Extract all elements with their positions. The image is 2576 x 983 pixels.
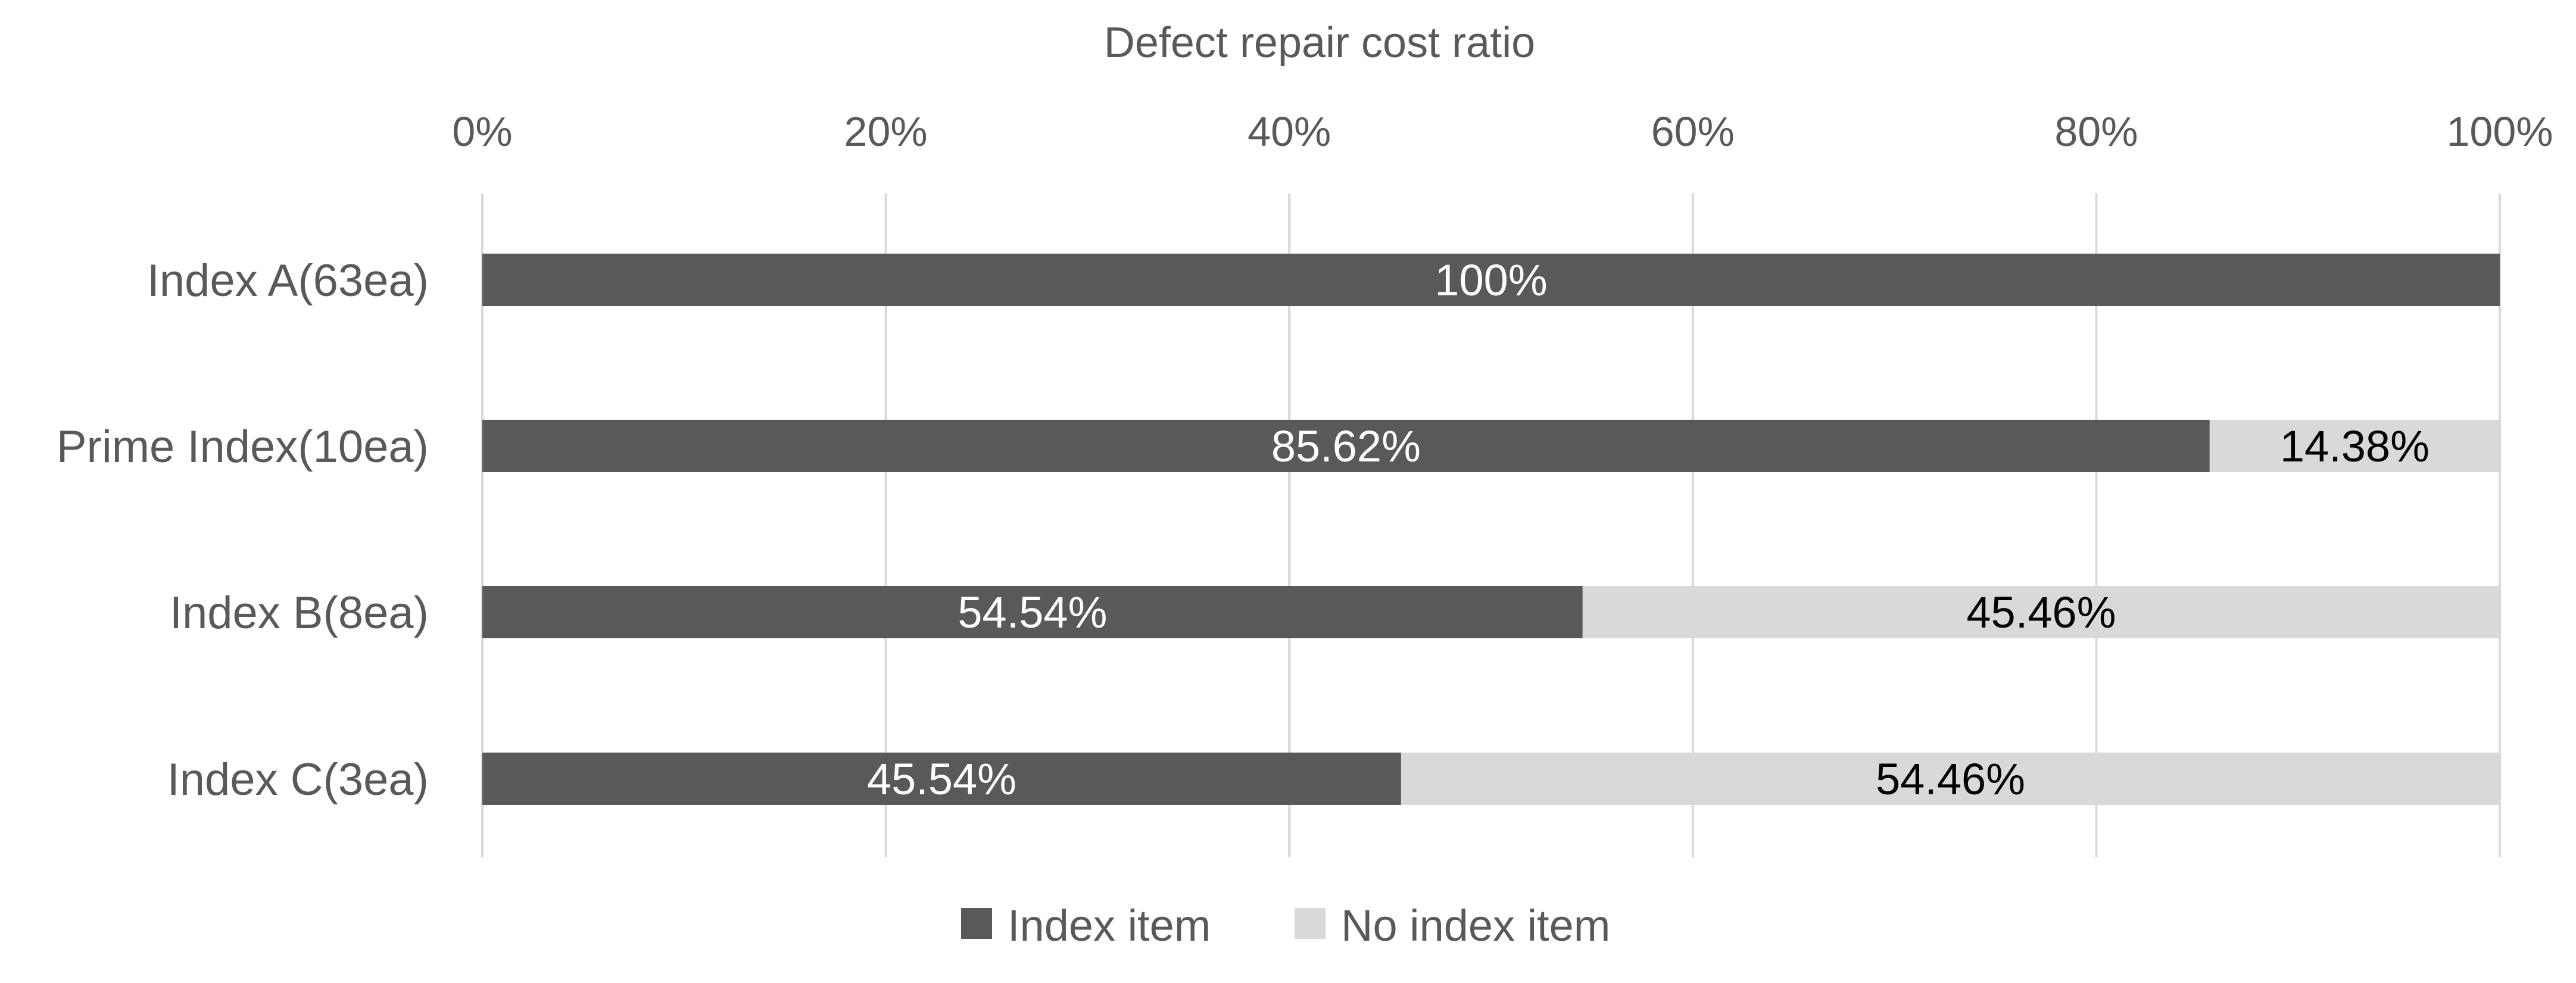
bar-index-item bbox=[482, 586, 1583, 638]
x-tick-label: 0% bbox=[452, 108, 512, 155]
data-label: 14.38% bbox=[2280, 422, 2430, 471]
x-tick-label: 40% bbox=[1248, 108, 1331, 155]
category-label: Index C(3ea) bbox=[167, 754, 429, 805]
x-tick-label: 60% bbox=[1651, 108, 1735, 155]
data-label: 54.54% bbox=[958, 588, 1107, 637]
legend-swatch bbox=[1295, 908, 1326, 939]
category-label: Index A(63ea) bbox=[147, 255, 429, 306]
legend-label: No index item bbox=[1341, 901, 1610, 950]
data-label: 85.62% bbox=[1271, 422, 1421, 471]
legend-label: Index item bbox=[1008, 901, 1211, 950]
x-tick-label: 100% bbox=[2446, 108, 2553, 155]
x-axis-title: Defect repair cost ratio bbox=[1104, 19, 1535, 67]
bar-index-item bbox=[482, 254, 2500, 306]
bar-no-index-item bbox=[2209, 420, 2500, 472]
bar-no-index-item bbox=[1401, 753, 2500, 805]
x-tick-label: 20% bbox=[844, 108, 928, 155]
legend: Index item No index item bbox=[961, 901, 1610, 950]
bar-index-item bbox=[482, 753, 1401, 805]
category-label: Index B(8ea) bbox=[170, 588, 429, 638]
bars: 100% 85.62% 14.38% 54.54% 45.46% 45.54% 54.46% bbox=[482, 254, 2500, 805]
category-label: Prime Index(10ea) bbox=[57, 422, 429, 472]
category-labels: Index A(63ea) Prime Index(10ea) Index B(8e… bbox=[57, 255, 429, 805]
x-tick-labels: 0% 20% 40% 60% 80% 100% bbox=[452, 108, 2553, 155]
legend-swatch bbox=[961, 908, 992, 939]
x-tick-label: 80% bbox=[2054, 108, 2138, 155]
bar-no-index-item bbox=[1582, 586, 2500, 638]
data-label: 45.54% bbox=[867, 754, 1016, 804]
data-label: 54.46% bbox=[1876, 754, 2025, 804]
bar-index-item bbox=[482, 420, 2210, 472]
data-label: 100% bbox=[1434, 255, 1547, 305]
data-label: 45.46% bbox=[1966, 588, 2116, 637]
